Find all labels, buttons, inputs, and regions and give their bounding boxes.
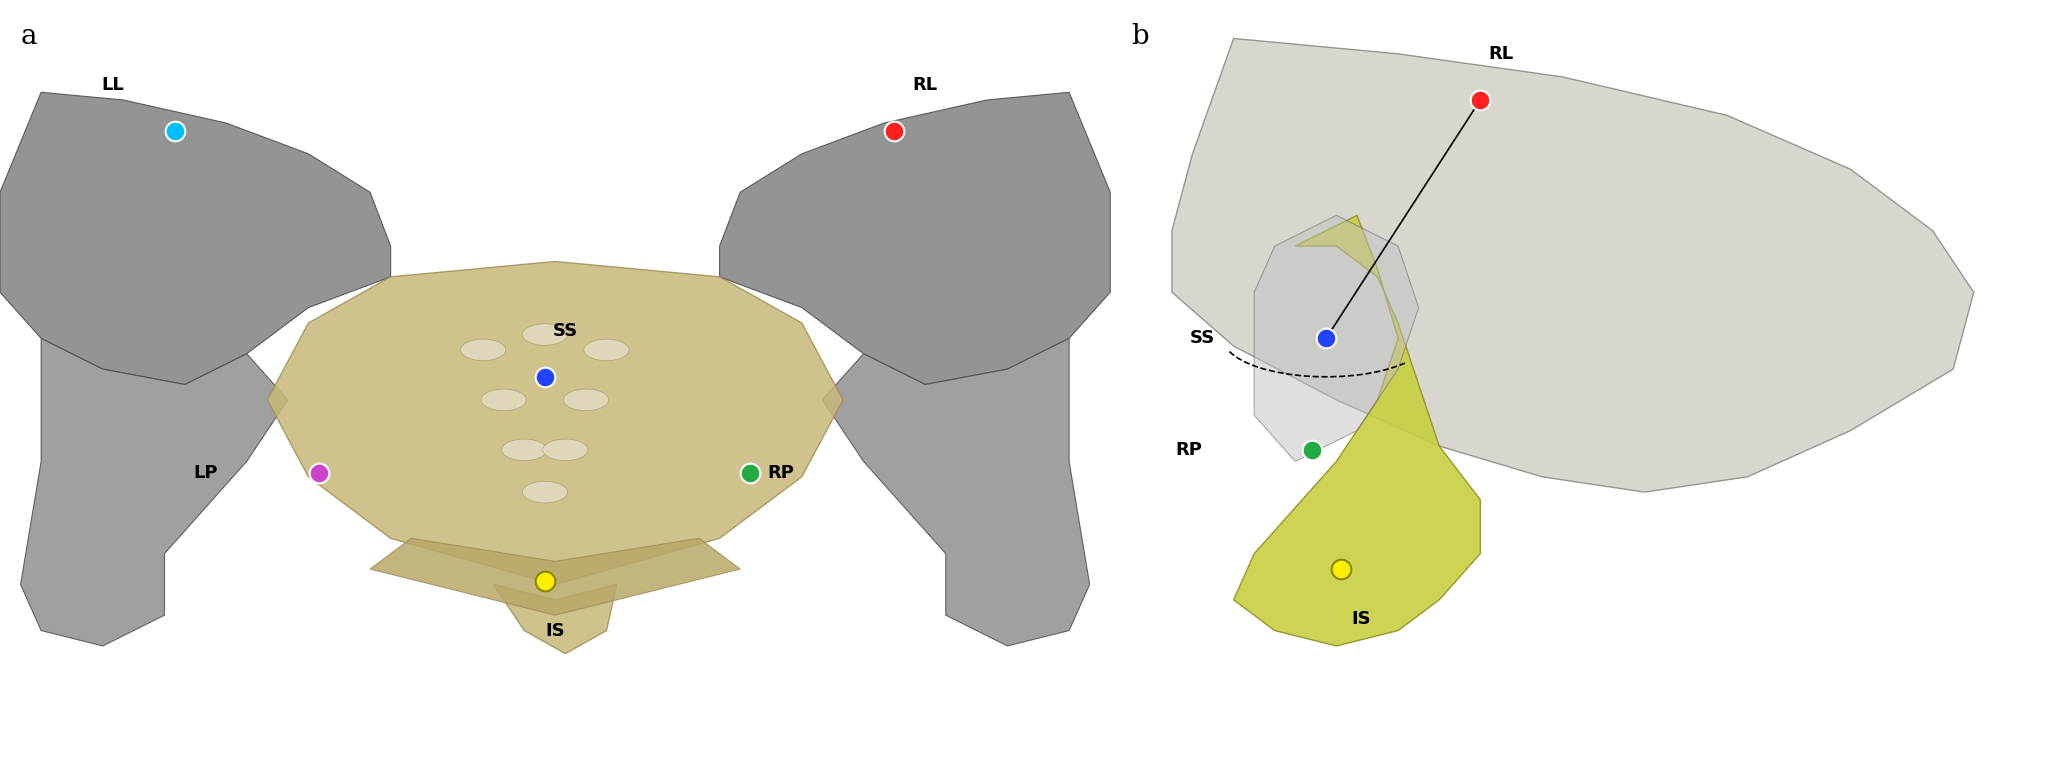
Text: LP: LP xyxy=(193,464,218,482)
Text: LL: LL xyxy=(101,75,125,94)
Polygon shape xyxy=(493,584,617,654)
Text: RL: RL xyxy=(913,75,938,94)
Point xyxy=(1295,444,1328,456)
Point xyxy=(1464,94,1497,106)
Polygon shape xyxy=(1254,215,1419,461)
Polygon shape xyxy=(370,538,740,615)
Point xyxy=(1310,332,1343,345)
Ellipse shape xyxy=(481,389,526,411)
Polygon shape xyxy=(720,92,1110,384)
Text: RP: RP xyxy=(1174,441,1203,459)
Ellipse shape xyxy=(502,439,547,461)
Point xyxy=(302,467,335,479)
Polygon shape xyxy=(822,338,1090,646)
Point xyxy=(734,467,767,479)
Text: IS: IS xyxy=(545,621,565,640)
Polygon shape xyxy=(21,338,288,646)
Ellipse shape xyxy=(522,481,567,503)
Point xyxy=(528,371,561,383)
Ellipse shape xyxy=(461,339,506,361)
Polygon shape xyxy=(1172,38,1974,492)
Text: RP: RP xyxy=(767,464,796,482)
Text: RL: RL xyxy=(1489,45,1513,63)
Text: SS: SS xyxy=(553,321,578,340)
Polygon shape xyxy=(0,92,391,384)
Polygon shape xyxy=(1234,215,1480,646)
Text: b: b xyxy=(1131,23,1149,50)
Polygon shape xyxy=(267,261,843,584)
Point xyxy=(1324,563,1357,575)
Ellipse shape xyxy=(584,339,629,361)
Ellipse shape xyxy=(522,324,567,345)
Text: a: a xyxy=(21,23,37,50)
Point xyxy=(878,125,911,137)
Ellipse shape xyxy=(543,439,588,461)
Text: IS: IS xyxy=(1351,610,1371,628)
Text: SS: SS xyxy=(1190,329,1215,348)
Point xyxy=(528,574,561,587)
Point xyxy=(158,125,191,137)
Ellipse shape xyxy=(563,389,609,411)
